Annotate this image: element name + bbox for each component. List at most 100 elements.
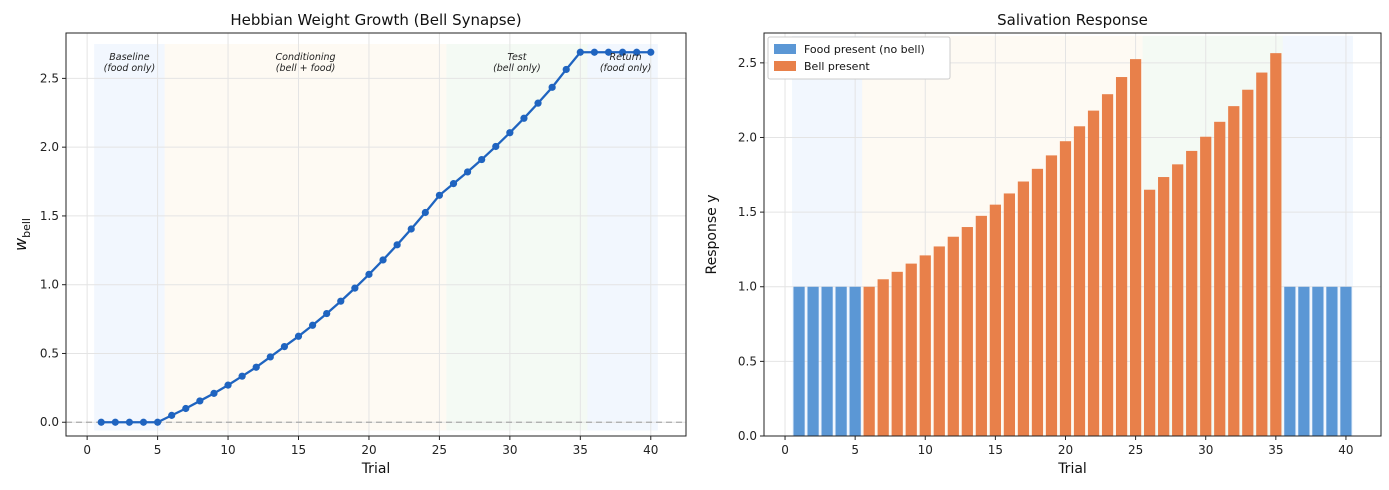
right-y-axis-label: Response y (704, 195, 720, 275)
weight-point (153, 418, 162, 426)
right-x-tick-label: 35 (1268, 443, 1283, 457)
bell-bar (961, 227, 973, 436)
right-y-tick-label: 2.0 (738, 130, 757, 144)
phase-label-baseline: Baseline (109, 52, 149, 63)
bell-bar (905, 263, 917, 436)
weight-point (111, 418, 119, 426)
right-y-tick-label: 1.5 (738, 205, 757, 219)
weight-point (520, 114, 528, 122)
right-x-tick-label: 40 (1338, 443, 1353, 457)
bell-bar (863, 286, 875, 436)
left-phase-band-test (446, 44, 588, 431)
weight-point (647, 48, 655, 56)
right-ticks: 0 5 10 15 20 25 30 35 40 0.0 0.5 1.0 1.5 2.0 2.5 (738, 56, 1354, 457)
weight-point (421, 208, 429, 217)
left-y-tick-label: 0.0 (40, 415, 59, 429)
weight-point (337, 297, 345, 305)
phase-labels: Baseline(food only)Conditioning(bell + f… (104, 52, 652, 74)
left-y-axis-label-main: w (11, 237, 30, 251)
left-ticks: 0 5 10 15 20 25 30 35 40 0.0 0.5 1.0 1.5 2.0 2.5 (40, 71, 659, 457)
weight-point (323, 309, 331, 318)
phase-sublabel-return: (food only) (600, 63, 652, 74)
bell-bar (1256, 72, 1268, 436)
weight-series-line (101, 51, 651, 424)
bell-bar (989, 204, 1001, 436)
right-x-tick-label: 30 (1198, 443, 1213, 457)
bell-bar (1101, 94, 1114, 437)
weight-point (168, 411, 176, 419)
right-chart-title: Salivation Response (997, 11, 1148, 29)
left-x-axis-label: Trial (361, 461, 391, 477)
bell-bar (1200, 136, 1212, 437)
left-x-tick-label: 35 (573, 443, 588, 457)
response-chart: 0 5 10 15 20 25 30 35 40 0.0 0.5 1.0 1.5 2.0 2.5 Saliv… (704, 11, 1382, 477)
phase-sublabel-conditioning: (bell + food) (276, 63, 336, 74)
weight-point (365, 270, 373, 278)
food-bar (821, 286, 833, 436)
food-bar (835, 286, 847, 436)
right-phase-backgrounds (792, 35, 1353, 437)
right-x-tick-label: 5 (851, 443, 859, 457)
bell-bar (1144, 189, 1156, 436)
phase-label-test: Test (507, 52, 527, 63)
bell-bar (919, 255, 931, 436)
weight-point (534, 99, 542, 107)
left-phase-band-baseline (94, 44, 165, 431)
weight-point (604, 48, 613, 56)
phase-sublabel-baseline: (food only) (104, 63, 156, 74)
left-phase-band-conditioning (164, 44, 447, 431)
weight-point (492, 142, 500, 151)
legend-label-bell: Bell present (804, 60, 870, 73)
legend: Food present (no bell) Bell present (767, 36, 951, 80)
right-y-tick-label: 0.0 (738, 429, 757, 443)
food-bar (1298, 286, 1310, 436)
left-x-tick-label: 5 (154, 443, 162, 457)
weight-point (393, 241, 401, 249)
left-x-tick-label: 40 (643, 443, 658, 457)
weight-point (576, 48, 584, 56)
food-bar (1312, 286, 1324, 436)
left-y-tick-label: 1.0 (40, 278, 59, 292)
weight-point (280, 342, 289, 351)
weight-point (196, 397, 204, 405)
weight-point (618, 48, 627, 56)
bell-bar (877, 279, 889, 436)
bell-bar (1228, 106, 1240, 437)
left-y-axis-label-sub: bell (20, 218, 33, 238)
right-x-axis-label: Trial (1057, 461, 1087, 477)
right-axes-frame (763, 32, 1382, 437)
bell-bar (1158, 177, 1170, 436)
bell-bar (1270, 53, 1282, 437)
left-axes-frame (65, 32, 687, 437)
food-bar (1284, 286, 1296, 436)
left-y-tick-label: 2.5 (40, 71, 59, 85)
bell-bar (1214, 121, 1226, 436)
right-y-tick-label: 0.5 (738, 354, 757, 368)
weight-point (238, 372, 246, 380)
weight-point (224, 381, 232, 389)
right-y-tick-label: 2.5 (738, 56, 757, 70)
legend-swatch-food (774, 44, 796, 54)
right-y-tick-label: 1.0 (738, 280, 757, 294)
left-y-tick-label: 1.5 (40, 209, 59, 223)
bell-bar (1059, 141, 1072, 437)
weight-point (548, 83, 556, 91)
left-phase-band-return (587, 44, 658, 431)
bell-bar (947, 236, 959, 436)
weight-point (351, 284, 359, 292)
weight-point (463, 168, 472, 176)
weight-point (407, 225, 415, 233)
bell-bar (1186, 150, 1198, 437)
left-plot-content (66, 48, 686, 426)
bell-bar (1073, 126, 1086, 436)
right-x-tick-label: 0 (781, 443, 789, 457)
weight-point (308, 321, 317, 329)
weight-point (478, 155, 486, 164)
left-phase-backgrounds (94, 44, 658, 431)
weight-point (210, 389, 218, 397)
left-x-tick-label: 30 (502, 443, 517, 457)
bell-bar (1087, 110, 1100, 437)
food-bar (849, 286, 861, 436)
weight-point (139, 418, 148, 426)
